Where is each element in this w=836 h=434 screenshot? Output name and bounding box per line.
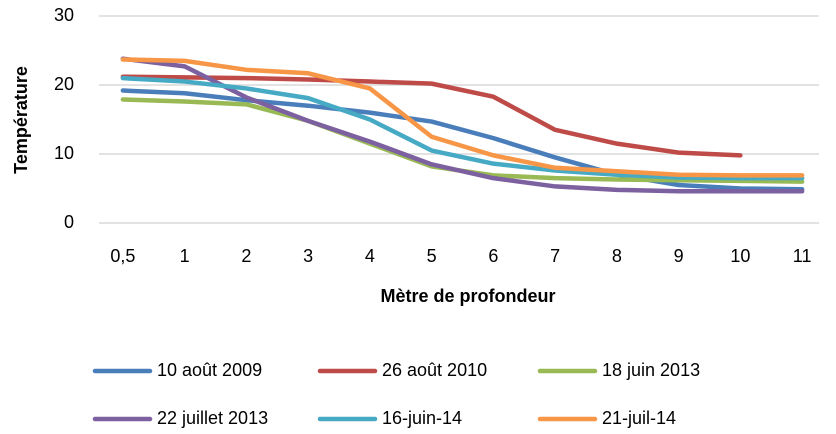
x-tick-label: 6	[488, 246, 498, 266]
series-line	[120, 57, 805, 178]
x-tick-label: 8	[612, 246, 622, 266]
legend-label: 21-juil-14	[602, 408, 676, 428]
legend-label: 22 juillet 2013	[157, 408, 268, 428]
legend-label: 26 août 2010	[382, 360, 487, 380]
legend-label: 18 juin 2013	[602, 360, 700, 380]
y-tick-label: 0	[64, 212, 74, 232]
x-tick-label: 3	[303, 246, 313, 266]
y-tick-label: 10	[54, 143, 74, 163]
series-line	[120, 75, 805, 181]
series-line	[120, 56, 805, 194]
x-tick-label: 5	[427, 246, 437, 266]
x-tick-label: 11	[793, 246, 812, 266]
legend-label: 10 août 2009	[157, 360, 262, 380]
x-tick-label: 1	[180, 246, 190, 266]
y-tick-label: 20	[54, 74, 74, 94]
x-tick-label: 0,5	[110, 246, 135, 266]
y-tick-label: 30	[54, 5, 74, 25]
x-tick-label: 7	[550, 246, 560, 266]
legend-label: 16-juin-14	[382, 408, 462, 428]
series-line	[120, 88, 805, 192]
x-tick-label: 4	[365, 246, 375, 266]
y-axis-title: Température	[11, 66, 31, 174]
series-line	[120, 74, 743, 158]
x-tick-label: 10	[730, 246, 750, 266]
x-tick-label: 9	[674, 246, 684, 266]
x-axis-title: Mètre de profondeur	[380, 286, 555, 306]
x-tick-label: 2	[241, 246, 251, 266]
